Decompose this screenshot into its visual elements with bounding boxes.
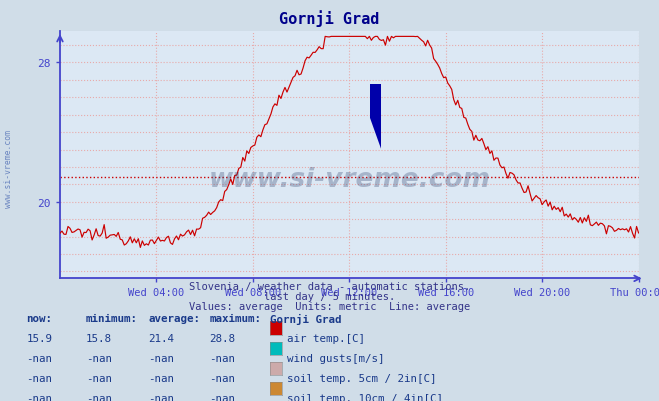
Text: 28.8: 28.8 xyxy=(210,333,235,343)
Text: -nan: -nan xyxy=(210,353,235,363)
Text: Gornji Grad: Gornji Grad xyxy=(270,313,341,324)
Text: www.si-vreme.com: www.si-vreme.com xyxy=(208,167,490,193)
Text: wind gusts[m/s]: wind gusts[m/s] xyxy=(287,353,385,363)
Text: -nan: -nan xyxy=(86,393,111,401)
Text: maximum:: maximum: xyxy=(210,313,262,323)
Text: www.si-vreme.com: www.si-vreme.com xyxy=(4,130,13,207)
Text: average:: average: xyxy=(148,313,200,323)
Text: 15.9: 15.9 xyxy=(26,333,52,343)
Text: Slovenia / weather data - automatic stations.: Slovenia / weather data - automatic stat… xyxy=(189,282,470,292)
Text: soil temp. 5cm / 2in[C]: soil temp. 5cm / 2in[C] xyxy=(287,373,437,383)
Text: now:: now: xyxy=(26,313,52,323)
Text: Values: average  Units: metric  Line: average: Values: average Units: metric Line: aver… xyxy=(189,302,470,312)
Text: 21.4: 21.4 xyxy=(148,333,174,343)
Text: -nan: -nan xyxy=(210,393,235,401)
Text: soil temp. 10cm / 4in[C]: soil temp. 10cm / 4in[C] xyxy=(287,393,444,401)
Text: -nan: -nan xyxy=(26,393,52,401)
Text: 15.8: 15.8 xyxy=(86,333,111,343)
Text: -nan: -nan xyxy=(148,353,174,363)
Text: -nan: -nan xyxy=(26,353,52,363)
Text: -nan: -nan xyxy=(86,373,111,383)
Text: -nan: -nan xyxy=(148,373,174,383)
Text: -nan: -nan xyxy=(210,373,235,383)
Polygon shape xyxy=(370,84,382,150)
Text: -nan: -nan xyxy=(26,373,52,383)
Text: Gornji Grad: Gornji Grad xyxy=(279,10,380,27)
Text: last day / 5 minutes.: last day / 5 minutes. xyxy=(264,292,395,302)
Text: -nan: -nan xyxy=(148,393,174,401)
Text: -nan: -nan xyxy=(86,353,111,363)
Text: minimum:: minimum: xyxy=(86,313,138,323)
Text: air temp.[C]: air temp.[C] xyxy=(287,333,365,343)
